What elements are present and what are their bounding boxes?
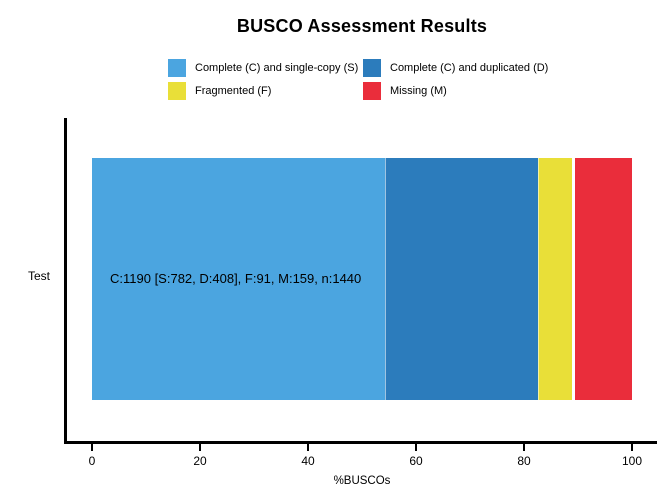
- legend-item-duplicated: Complete (C) and duplicated (D): [363, 59, 548, 77]
- x-axis-title: %BUSCOs: [333, 475, 391, 487]
- legend-swatch-missing-icon: [363, 82, 381, 100]
- x-tick-label: 100: [621, 454, 643, 468]
- x-tick: [415, 444, 417, 451]
- stacked-bar: [92, 158, 632, 400]
- bar-segment-M: [572, 158, 632, 400]
- x-tick: [631, 444, 633, 451]
- x-tick: [91, 444, 93, 451]
- x-tick-label: 40: [301, 454, 315, 468]
- legend-label-single-copy: Complete (C) and single-copy (S): [195, 62, 359, 74]
- y-category-label: Test: [27, 269, 50, 283]
- x-tick: [523, 444, 525, 451]
- x-axis-line: [64, 441, 657, 444]
- legend-swatch-fragmented-icon: [168, 82, 186, 100]
- legend-swatch-single-copy-icon: [168, 59, 186, 77]
- y-axis-line: [64, 118, 67, 444]
- legend-label-missing: Missing (M): [390, 85, 447, 97]
- bar-segment-F: [538, 158, 573, 400]
- legend-swatch-duplicated-icon: [363, 59, 381, 77]
- bar-segment-D: [385, 158, 539, 400]
- x-tick-label: 0: [88, 454, 96, 468]
- legend-item-fragmented: Fragmented (F): [168, 82, 271, 100]
- bar-segment-S: [92, 158, 386, 400]
- legend-item-single-copy: Complete (C) and single-copy (S): [168, 59, 358, 77]
- legend-item-missing: Missing (M): [363, 82, 447, 100]
- legend-label-duplicated: Complete (C) and duplicated (D): [390, 62, 549, 74]
- x-tick: [199, 444, 201, 451]
- chart-title: BUSCO Assessment Results: [236, 16, 488, 36]
- x-tick-label: 60: [409, 454, 423, 468]
- x-tick: [307, 444, 309, 451]
- legend-label-fragmented: Fragmented (F): [195, 85, 272, 97]
- bar-value-label: C:1190 [S:782, D:408], F:91, M:159, n:14…: [110, 271, 362, 286]
- x-tick-label: 20: [193, 454, 207, 468]
- x-tick-label: 80: [517, 454, 531, 468]
